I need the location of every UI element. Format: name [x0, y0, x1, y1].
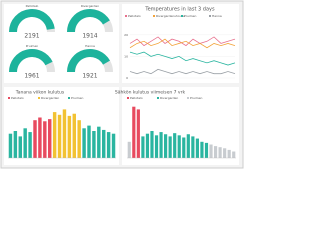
gauge-fill — [9, 9, 55, 33]
bar — [18, 136, 22, 158]
bar — [145, 133, 150, 158]
line — [129, 38, 236, 49]
legend-label: Rivergarden — [41, 96, 59, 100]
y-tick-label: 10 — [124, 54, 128, 58]
legend-swatch — [125, 15, 127, 17]
bar — [182, 137, 186, 158]
bar — [102, 129, 106, 158]
bar — [218, 147, 222, 158]
legend-swatch — [8, 97, 10, 99]
gauge-value: 1914 — [82, 33, 97, 40]
gauge-fill — [9, 49, 53, 73]
bar — [154, 135, 159, 158]
legend-label: Pellotalo — [11, 96, 24, 100]
gauge-value: 1961 — [24, 73, 39, 80]
bar — [92, 131, 96, 158]
bar — [227, 149, 231, 158]
gauge-label: Hanna — [85, 44, 95, 48]
legend-label: Rivergarden — [160, 96, 178, 100]
y-tick-label: 0 — [126, 76, 128, 80]
chart-title: Tanana viikon kulutus — [15, 90, 65, 96]
legend-label: Rivergardenshouse — [156, 14, 185, 18]
dashboard: 2191 Pellotalo 1914 Rivergarden 1961 Pruimen 1… — [0, 0, 244, 169]
bar — [106, 132, 111, 158]
bar — [195, 138, 199, 158]
gauge-fill — [67, 49, 110, 73]
bar — [33, 120, 37, 158]
bar — [72, 113, 76, 158]
bar — [52, 112, 57, 158]
bar — [159, 132, 163, 158]
bar — [150, 131, 154, 158]
line — [129, 51, 236, 66]
legend-swatch — [153, 15, 155, 17]
legend-label: Pruimen — [71, 96, 83, 100]
bar — [111, 133, 116, 158]
chart-title: Sähkön kulutus viimeisen 7 vrk — [115, 90, 186, 96]
bar — [67, 115, 72, 158]
bar — [62, 109, 67, 158]
bar — [132, 106, 136, 158]
bar — [87, 125, 91, 158]
bar — [43, 121, 47, 158]
bar — [232, 151, 236, 158]
bar — [209, 144, 213, 158]
bar — [97, 126, 101, 158]
bar — [57, 114, 62, 158]
bar — [13, 131, 18, 158]
legend-swatch — [157, 97, 159, 99]
legend-swatch — [38, 97, 40, 99]
bar — [141, 136, 145, 158]
bar — [28, 132, 32, 158]
gauge-value: 2191 — [24, 33, 39, 40]
bar — [200, 141, 204, 158]
bar — [8, 133, 13, 158]
legend-label: Pruimen — [190, 96, 202, 100]
bar — [191, 136, 195, 158]
gauge-value: 1921 — [82, 73, 97, 80]
gauge-label: Rivergarden — [81, 4, 99, 8]
bar — [127, 141, 131, 158]
bar — [38, 117, 42, 158]
legend-swatch — [187, 97, 189, 99]
bar — [48, 119, 52, 158]
bar — [77, 120, 81, 158]
legend-label: Pellotalo — [130, 96, 143, 100]
legend-swatch — [181, 15, 183, 17]
bar — [223, 148, 227, 158]
bar — [164, 134, 168, 158]
bar — [186, 134, 190, 158]
legend-label: Hanna — [212, 14, 222, 18]
bar — [213, 146, 218, 158]
legend-label: Pellotalo — [128, 14, 141, 18]
line — [129, 68, 236, 75]
legend-label: Pruimen — [184, 14, 196, 18]
legend-swatch — [127, 97, 129, 99]
gauge-label: Pruimen — [26, 44, 38, 48]
legend-swatch — [68, 97, 70, 99]
chart-title: Temperatures in last 3 days — [144, 7, 215, 13]
y-tick-label: 20 — [124, 33, 128, 37]
bar — [204, 142, 209, 158]
bar — [136, 109, 140, 158]
bar — [82, 128, 86, 158]
bar — [23, 128, 27, 158]
bar — [173, 133, 177, 158]
legend-swatch — [209, 15, 211, 17]
gauge-fill — [67, 9, 110, 33]
bar — [177, 135, 181, 158]
bar — [168, 136, 172, 158]
gauge-label: Pellotalo — [26, 4, 39, 8]
page: 2191 Pellotalo 1914 Rivergarden 1961 Pruimen 1… — [0, 0, 244, 169]
